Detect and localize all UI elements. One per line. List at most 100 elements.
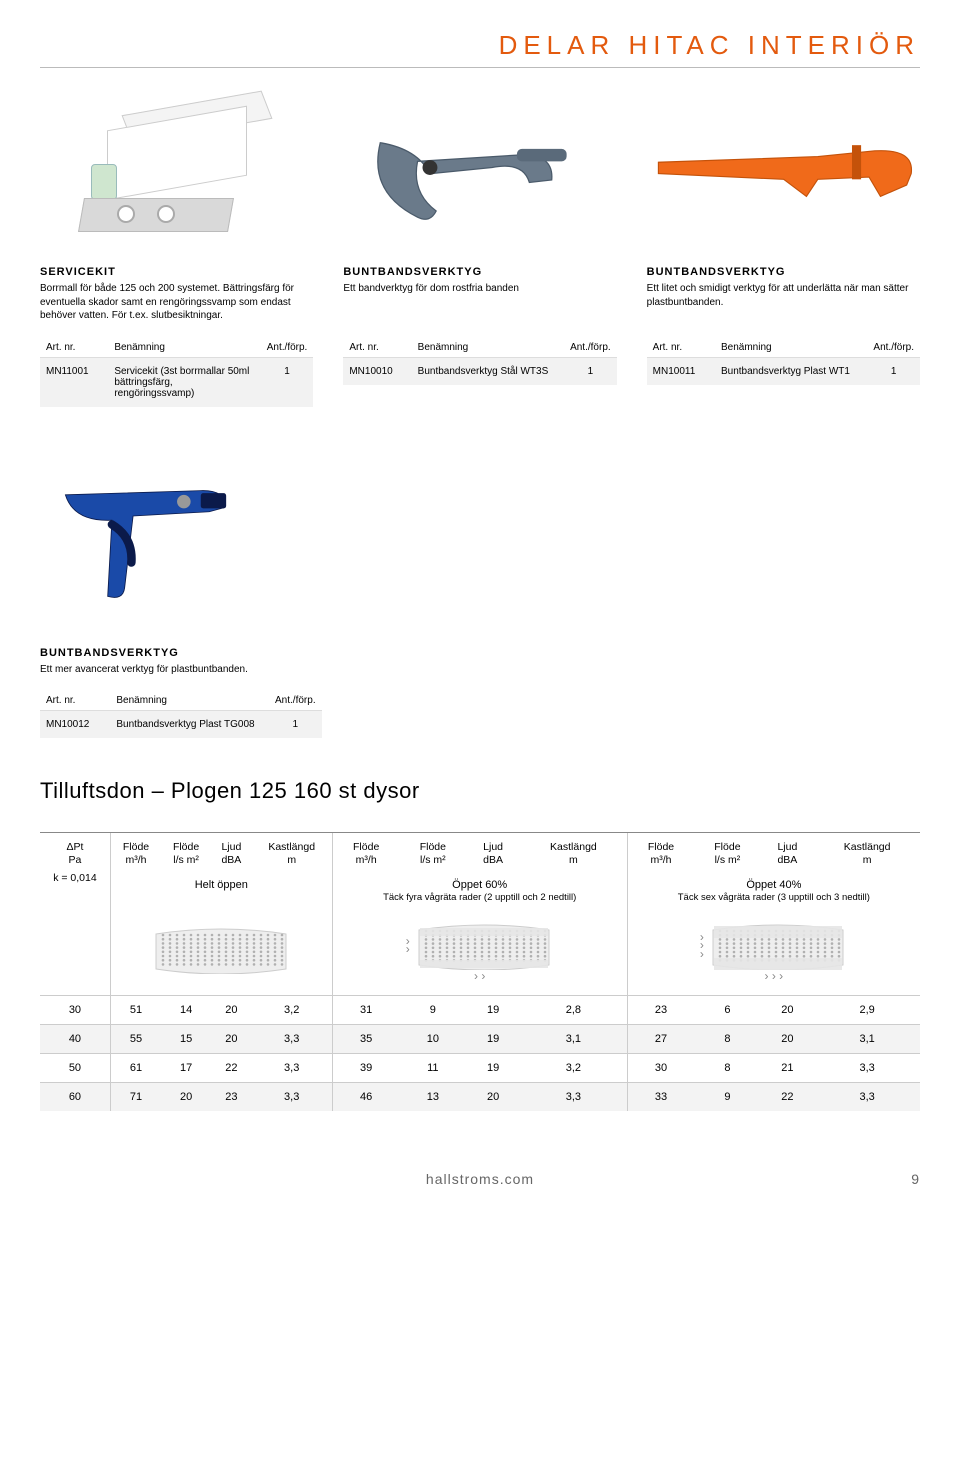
- data-cell: 14: [161, 995, 211, 1024]
- data-cell: 3,3: [520, 1082, 627, 1111]
- th-art: Art. nr.: [40, 691, 110, 711]
- arrow-icon: › ›: [333, 972, 627, 980]
- data-cell: 60: [40, 1082, 110, 1111]
- col-desc: Borrmall för både 125 och 200 systemet. …: [40, 282, 313, 324]
- product-table: Art. nr. Benämning Ant./förp. MN11001 Se…: [40, 338, 313, 407]
- page-header: DELAR HITAC INTERIÖR: [40, 30, 920, 68]
- data-cell: 8: [694, 1053, 760, 1082]
- arrow-icon: ›››: [700, 933, 704, 958]
- arrow-icon: ››: [406, 937, 410, 954]
- cell-art: MN10012: [40, 710, 110, 738]
- data-cell: 10: [400, 1024, 466, 1053]
- page-number: 9: [911, 1171, 920, 1187]
- table-row: 607120233,34613203,3339223,3: [40, 1082, 920, 1111]
- cell-ben: Buntbandsverktyg Plast WT1: [715, 358, 867, 386]
- data-cell: 3,1: [520, 1024, 627, 1053]
- col-heading: BUNTBANDSVERKTYG: [343, 266, 616, 278]
- data-cell: 9: [400, 995, 466, 1024]
- data-cell: 30: [40, 995, 110, 1024]
- data-cell: 50: [40, 1053, 110, 1082]
- data-cell: 20: [211, 1024, 252, 1053]
- table-row: 405515203,33510193,1278203,1: [40, 1024, 920, 1053]
- th-ant: Ant./förp.: [564, 338, 617, 358]
- cell-qty: 1: [269, 710, 322, 738]
- page-footer: hallstroms.com 9: [40, 1171, 920, 1187]
- cell-qty: 1: [261, 358, 314, 408]
- col-heading: SERVICEKIT: [40, 266, 313, 278]
- img-servicekit: [40, 88, 313, 248]
- data-cell: 20: [466, 1082, 520, 1111]
- data-cell: 40: [40, 1024, 110, 1053]
- th-ben: Benämning: [412, 338, 564, 358]
- arrow-icon: › › ›: [628, 972, 920, 980]
- data-cell: 2,9: [814, 995, 920, 1024]
- th-ben: Benämning: [108, 338, 260, 358]
- page-title: DELAR HITAC INTERIÖR: [40, 30, 920, 61]
- product-col-2: BUNTBANDSVERKTYG Ett bandverktyg för dom…: [343, 266, 616, 407]
- th-ant: Ant./förp.: [269, 691, 322, 711]
- cell-art: MN10010: [343, 358, 411, 386]
- group-sub2-2: Täck fyra vågräta rader (2 upptill och 2…: [337, 892, 623, 904]
- data-cell: 39: [332, 1053, 399, 1082]
- data-cell: 61: [110, 1053, 161, 1082]
- data-cell: 23: [211, 1082, 252, 1111]
- cell-ben: Servicekit (3st borrmallar 50ml bättring…: [108, 358, 260, 408]
- table-row: MN10011 Buntbandsverktyg Plast WT1 1: [647, 358, 920, 386]
- cell-ben: Buntbandsverktyg Stål WT3S: [412, 358, 564, 386]
- group-sub-1: Helt öppen: [115, 878, 328, 892]
- th-art: Art. nr.: [647, 338, 715, 358]
- th-art: Art. nr.: [40, 338, 108, 358]
- col-desc: Ett bandverktyg för dom rostfria banden: [343, 282, 616, 324]
- data-cell: 51: [110, 995, 161, 1024]
- header-row-1: ΔPt Pa k = 0,014 Flödem³/h Flödel/s m² L…: [40, 832, 920, 876]
- data-cell: 23: [627, 995, 694, 1024]
- data-cell: 19: [466, 995, 520, 1024]
- table-row: 305114203,2319192,8236202,9: [40, 995, 920, 1024]
- grille-60-icon: [414, 920, 554, 970]
- data-table: ΔPt Pa k = 0,014 Flödem³/h Flödel/s m² L…: [40, 832, 920, 1111]
- data-cell: 17: [161, 1053, 211, 1082]
- col-heading: BUNTBANDSVERKTYG: [647, 266, 920, 278]
- img-plast-tool: [647, 88, 920, 248]
- data-cell: 3,1: [814, 1024, 920, 1053]
- data-cell: 55: [110, 1024, 161, 1053]
- product-col-4: BUNTBANDSVERKTYG Ett mer avancerat verkt…: [40, 647, 322, 738]
- col0-l3: k = 0,014: [44, 872, 106, 886]
- cell-qty: 1: [867, 358, 920, 386]
- data-cell: 31: [332, 995, 399, 1024]
- grille-image-row: ›› › › ›››: [40, 914, 920, 995]
- data-cell: 30: [627, 1053, 694, 1082]
- grille-open-icon: [151, 924, 291, 974]
- cell-art: MN11001: [40, 358, 108, 408]
- col-heading: BUNTBANDSVERKTYG: [40, 647, 322, 659]
- data-cell: 19: [466, 1053, 520, 1082]
- data-cell: 20: [161, 1082, 211, 1111]
- product-table: Art. nr. Benämning Ant./förp. MN10011 Bu…: [647, 338, 920, 385]
- table-row: 506117223,33911193,2308213,3: [40, 1053, 920, 1082]
- data-cell: 3,3: [814, 1082, 920, 1111]
- product-col-1: SERVICEKIT Borrmall för både 125 och 200…: [40, 266, 313, 407]
- data-cell: 19: [466, 1024, 520, 1053]
- data-cell: 22: [211, 1053, 252, 1082]
- data-cell: 3,3: [814, 1053, 920, 1082]
- table-row: MN10010 Buntbandsverktyg Stål WT3S 1: [343, 358, 616, 386]
- header-row-2: Helt öppen Öppet 60% Täck fyra vågräta r…: [40, 876, 920, 915]
- data-cell: 3,3: [252, 1024, 333, 1053]
- img-clamp-tool: [343, 88, 616, 248]
- data-cell: 20: [760, 1024, 814, 1053]
- group-sub-3: Öppet 40%: [632, 878, 916, 892]
- data-cell: 9: [694, 1082, 760, 1111]
- data-cell: 22: [760, 1082, 814, 1111]
- th-ant: Ant./förp.: [867, 338, 920, 358]
- data-cell: 3,3: [252, 1082, 333, 1111]
- data-cell: 33: [627, 1082, 694, 1111]
- data-cell: 2,8: [520, 995, 627, 1024]
- table-row: MN11001 Servicekit (3st borrmallar 50ml …: [40, 358, 313, 408]
- data-cell: 20: [211, 995, 252, 1024]
- data-cell: 3,2: [252, 995, 333, 1024]
- group-sub2-3: Täck sex vågräta rader (3 upptill och 3 …: [632, 892, 916, 904]
- footer-link: hallstroms.com: [426, 1171, 534, 1187]
- data-cell: 15: [161, 1024, 211, 1053]
- grille-40-icon: [708, 920, 848, 970]
- data-cell: 11: [400, 1053, 466, 1082]
